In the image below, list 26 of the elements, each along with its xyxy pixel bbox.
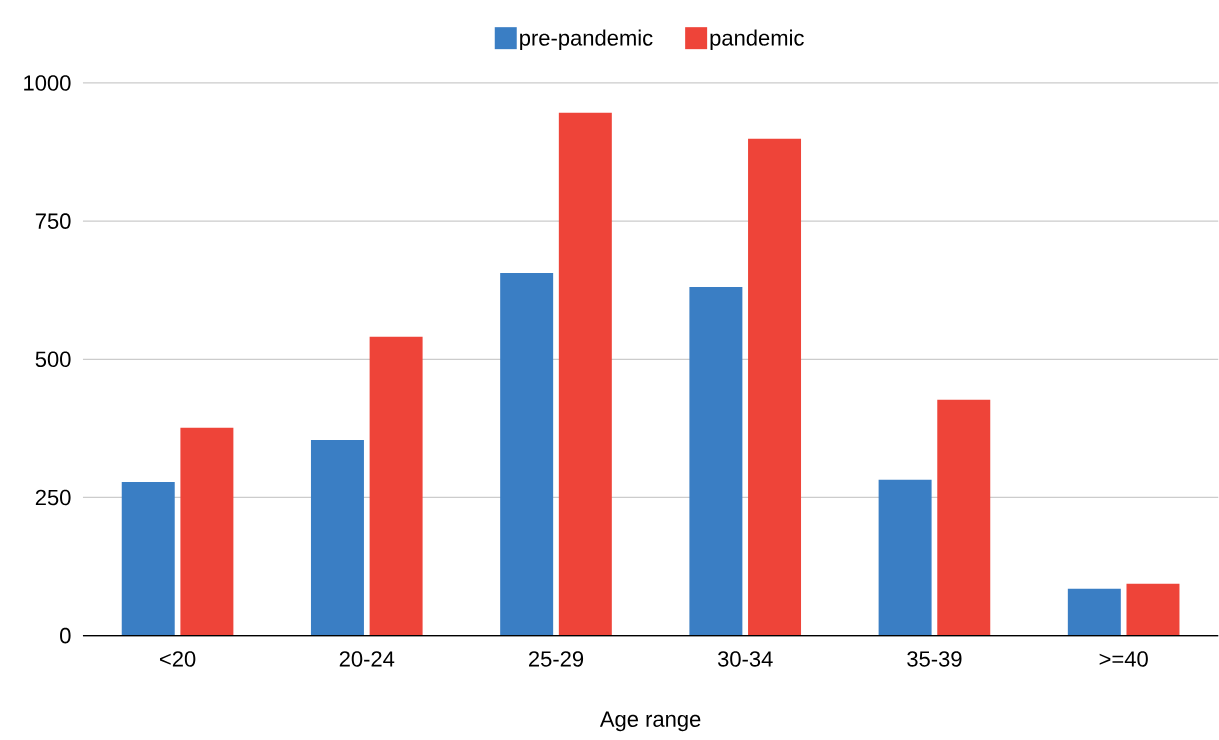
y-tick-label: 250 <box>35 489 71 506</box>
x-tick-label: 25-29 <box>528 651 584 667</box>
bar <box>310 440 364 636</box>
bar <box>558 112 612 636</box>
bar <box>180 428 234 636</box>
bar <box>689 287 743 636</box>
bar <box>878 479 932 636</box>
x-tick-label: 30-34 <box>717 651 773 667</box>
bar <box>1067 588 1121 636</box>
x-tick-label: 35-39 <box>907 651 962 667</box>
bar <box>1126 583 1180 636</box>
legend-label: pre-pandemic <box>520 29 653 51</box>
y-tick-label: 1000 <box>24 75 71 91</box>
x-axis-title: Age range <box>599 711 701 732</box>
x-tick-label: <20 <box>159 651 196 667</box>
y-tick-label: 750 <box>35 213 71 230</box>
bar <box>937 399 991 636</box>
legend-label: pandemic <box>710 29 804 51</box>
bar <box>369 336 423 636</box>
x-tick-label: >=40 <box>1099 651 1148 667</box>
bar <box>748 138 802 636</box>
x-tick-label: 20-24 <box>339 651 395 667</box>
y-tick-label: 0 <box>60 628 71 644</box>
y-tick-label: 500 <box>35 351 71 368</box>
bar <box>500 273 554 636</box>
bar <box>121 482 175 636</box>
